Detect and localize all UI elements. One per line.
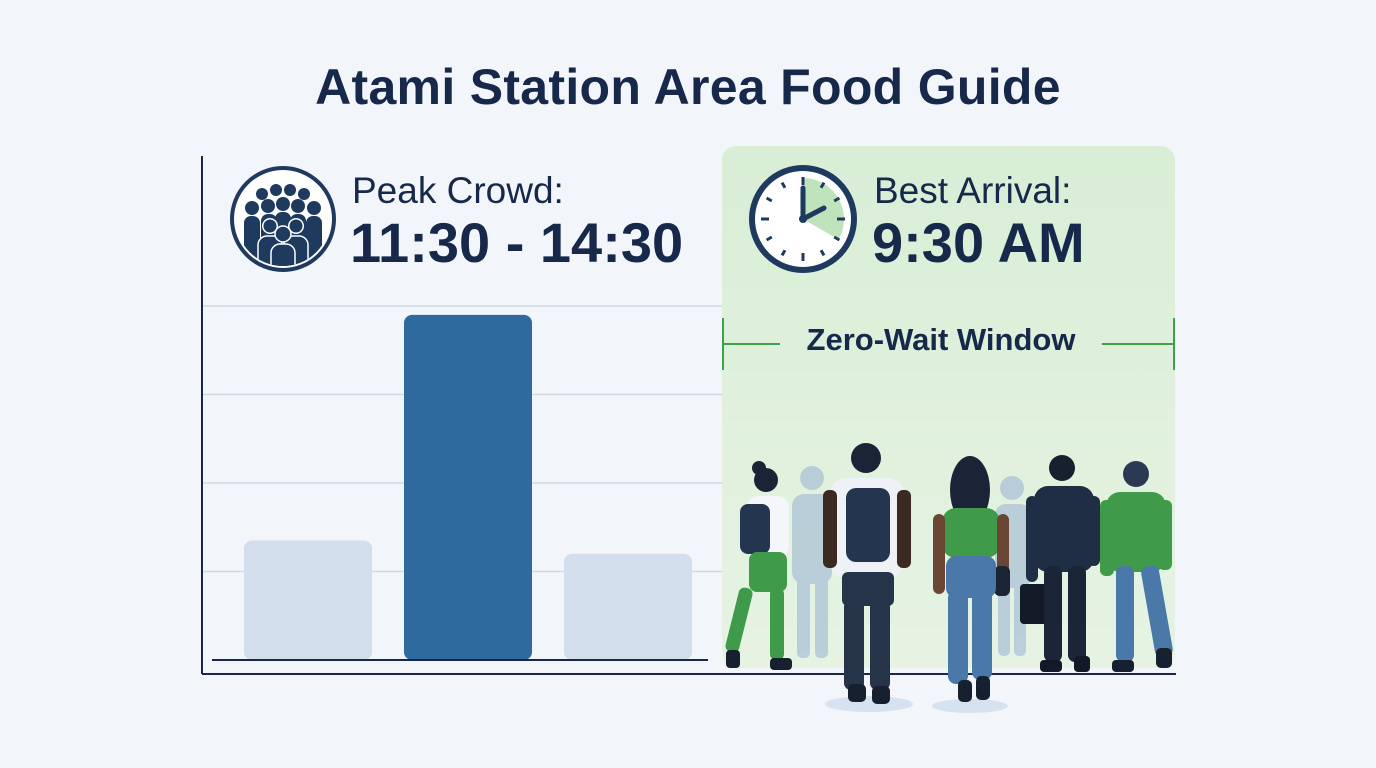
person-e — [1100, 461, 1173, 672]
clock-icon — [749, 165, 857, 273]
page-title: Atami Station Area Food Guide — [315, 59, 1061, 115]
zero-wait-window-label: Zero-Wait Window — [806, 322, 1076, 357]
bar — [244, 540, 372, 660]
best-arrival-time: 9:30 AM — [872, 211, 1085, 274]
crowd-icon — [230, 166, 336, 272]
person-c — [933, 456, 1010, 702]
bars — [244, 314, 692, 660]
shadow-b — [825, 696, 913, 712]
person-d — [1020, 455, 1100, 672]
people-illustration — [725, 443, 1173, 713]
zero-wait-bracket — [722, 318, 1175, 370]
peak-crowd-time: 11:30 - 14:30 — [350, 211, 684, 274]
best-arrival-label: Best Arrival: — [874, 170, 1072, 211]
person-b — [823, 443, 911, 704]
ghost-person-1 — [792, 466, 832, 658]
bar — [564, 553, 692, 660]
shadow-c — [932, 699, 1008, 713]
peak-crowd-label: Peak Crowd: — [352, 170, 564, 211]
peak-bar — [404, 314, 532, 660]
person-a — [725, 461, 792, 670]
